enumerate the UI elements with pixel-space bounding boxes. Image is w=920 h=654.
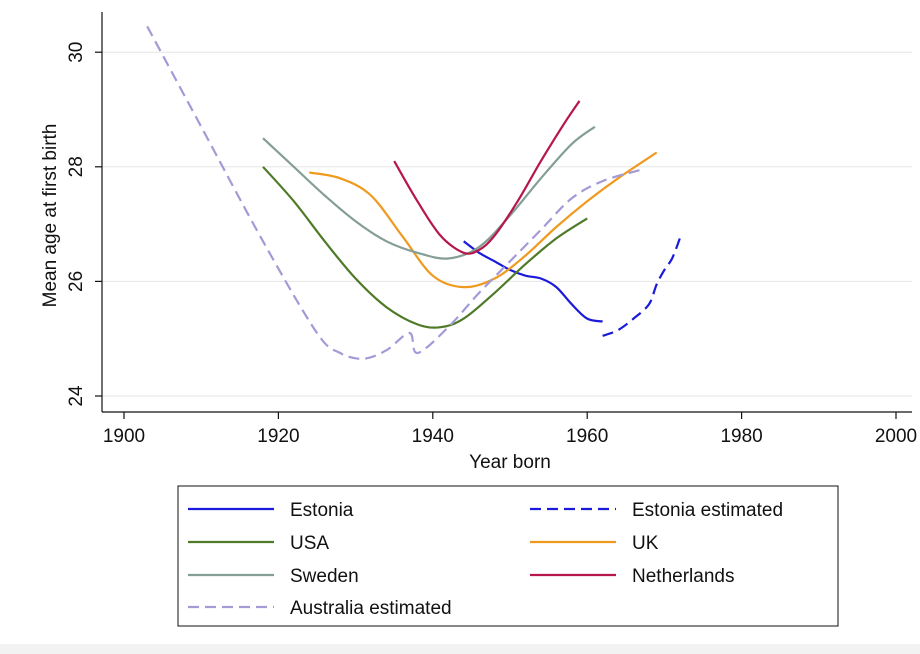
legend-label-usa: USA [290, 533, 329, 554]
series-line-netherlands [393, 100, 581, 255]
y-axis-title: Mean age at first birth [40, 124, 61, 308]
legend-label-australia-estimated: Australia estimated [290, 598, 452, 619]
legend-label-estonia: Estonia [290, 500, 354, 521]
series-line-estonia-estimated [602, 238, 681, 337]
x-tick-label: 1960 [566, 426, 608, 447]
legend-box [177, 485, 839, 627]
series-line-australia-estimated [146, 25, 642, 360]
series-line-usa [262, 166, 588, 329]
y-tick-label: 24 [66, 385, 87, 407]
legend: Estonia Estonia estimated USA UK Sweden Nethe… [177, 485, 839, 627]
y-tick-label: 26 [66, 271, 87, 292]
y-tick-label: 28 [66, 156, 87, 177]
x-tick-label: 1900 [103, 426, 145, 447]
y-tick-label: 30 [66, 42, 87, 63]
legend-label-estonia-estimated: Estonia estimated [632, 500, 783, 521]
x-axis-title: Year born [469, 452, 551, 473]
bottom-margin-strip [0, 644, 920, 654]
x-tick-label: 1940 [412, 426, 454, 447]
axes: 1900 1920 1940 1960 1980 2000 24 26 28 30 [66, 12, 917, 447]
x-tick-label: 1920 [257, 426, 299, 447]
series-line-estonia [463, 240, 603, 323]
x-tick-label: 1980 [720, 426, 762, 447]
legend-label-sweden: Sweden [290, 566, 359, 587]
legend-label-netherlands: Netherlands [632, 566, 734, 587]
series-line-uk [309, 151, 658, 289]
series-line-sweden [262, 125, 596, 260]
legend-label-uk: UK [632, 533, 659, 554]
x-tick-label: 2000 [875, 426, 917, 447]
series-lines [146, 25, 681, 360]
